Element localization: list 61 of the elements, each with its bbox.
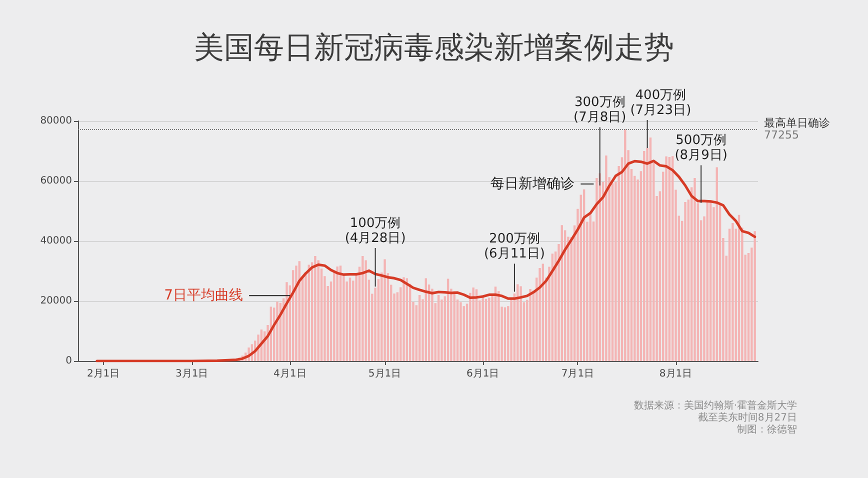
bar [402, 277, 405, 361]
bar [462, 306, 465, 361]
bar [605, 156, 608, 361]
x-tick-label: 6月1日 [466, 368, 500, 380]
bar [418, 295, 421, 361]
bar [472, 288, 474, 361]
bar [362, 256, 364, 361]
bar [384, 259, 386, 361]
bar [484, 298, 488, 361]
bar [488, 298, 490, 361]
series-label: 每日新增确诊 [490, 176, 575, 192]
annotation: 500万例 (8月9日) [674, 133, 728, 164]
x-tick-label: 2月1日 [86, 368, 120, 380]
y-tick-label: 40000 [40, 236, 72, 246]
bar [589, 214, 592, 361]
x-tick-label: 8月1日 [659, 368, 692, 380]
bar [643, 151, 646, 361]
bar [754, 231, 756, 361]
y-tick-label: 80000 [40, 116, 72, 126]
y-tick-label: 60000 [40, 176, 72, 186]
bar [668, 157, 671, 361]
bar [364, 260, 367, 361]
bar [538, 268, 541, 361]
bar [716, 167, 718, 361]
bar [314, 256, 316, 361]
annotation: 300万例 (7月8日) [574, 95, 626, 126]
bar [732, 223, 734, 361]
annotation: 400万例 (7月23日) [630, 88, 692, 118]
source-note: 数据来源：美国约翰斯·霍普金斯大学 [634, 400, 798, 412]
bar [649, 138, 652, 361]
bar [460, 302, 462, 361]
bar [706, 202, 708, 361]
bar [276, 302, 278, 361]
bar [431, 288, 434, 361]
text: 7日平均曲线 [164, 288, 244, 304]
bar [665, 156, 668, 361]
bar [520, 286, 522, 361]
x-tick-label: 4月1日 [274, 368, 306, 380]
bar [437, 295, 440, 361]
bar [694, 178, 696, 361]
bar [286, 282, 288, 361]
bar [624, 129, 626, 361]
bar [684, 202, 686, 361]
annotation: 100万例 (4月28日) [344, 216, 406, 246]
y-tick-label: 0 [66, 356, 72, 366]
text: 制图：徐德智 [737, 424, 797, 436]
bar [529, 289, 532, 361]
bar [504, 307, 506, 361]
x-tick-label: 5月1日 [368, 368, 402, 380]
x-tick-label: 3月1日 [175, 368, 208, 380]
bar [482, 295, 484, 361]
bar [672, 156, 674, 361]
chart-title: 美国每日新冠病毒感染新增案例走势 [194, 30, 674, 66]
text: 截至美东时间8月27日 [698, 412, 798, 424]
bar [336, 266, 338, 361]
annotation: 200万例 (6月11日) [484, 232, 545, 262]
ref-line-label: 最高单日确诊 77255 [764, 116, 830, 142]
bar [709, 202, 712, 361]
x-tick-label: 7月1日 [561, 368, 594, 380]
y-tick-label: 20000 [40, 296, 72, 306]
bar [348, 278, 352, 361]
